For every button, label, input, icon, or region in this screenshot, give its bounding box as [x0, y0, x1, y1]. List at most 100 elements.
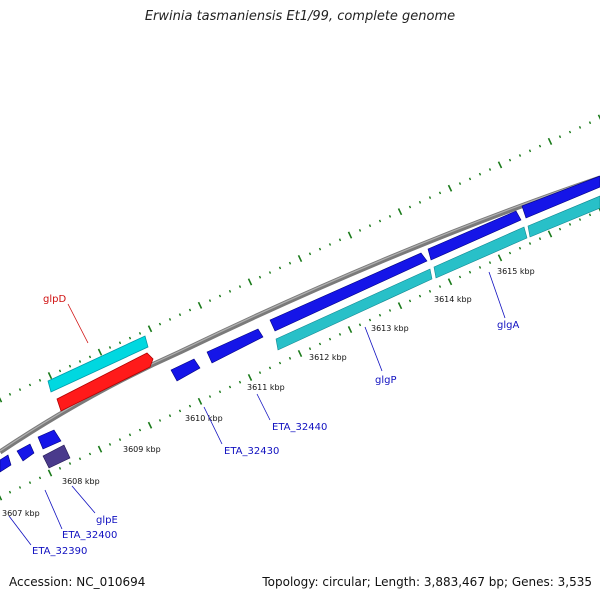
outer-scale-minor-tick — [458, 182, 462, 185]
inner-scale-major-tick — [147, 421, 153, 429]
tick-label-3610: 3610 kbp — [185, 414, 223, 423]
outer-scale-minor-tick — [328, 243, 332, 246]
inner-scale-minor-tick — [538, 237, 542, 241]
glga-gene-feature[interactable] — [433, 226, 528, 279]
gene-feature-right[interactable] — [527, 195, 600, 238]
eta-32440-label[interactable]: ETA_32440 — [272, 422, 327, 433]
outer-scale-minor-tick — [8, 392, 12, 396]
outer-scale-minor-tick — [378, 219, 382, 223]
outer-scale-minor-tick — [178, 313, 182, 317]
inner-scale-major-tick — [547, 230, 553, 238]
glpe-cds-feature[interactable] — [42, 444, 71, 469]
glgp-cds-feature[interactable] — [269, 252, 428, 332]
outer-scale-minor-tick — [418, 200, 422, 204]
inner-scale-minor-tick — [368, 318, 372, 322]
inner-scale-major-tick — [0, 495, 3, 501]
eta-32430-cds-feature[interactable] — [170, 358, 201, 382]
accession-text: Accession: NC_010694 — [9, 575, 146, 589]
inner-scale-major-tick — [47, 469, 53, 477]
inner-scale-minor-tick — [258, 371, 262, 375]
outer-scale-minor-tick — [468, 177, 472, 181]
outer-scale-minor-tick — [288, 261, 292, 265]
tick-label-3613: 3613 kbp — [371, 324, 409, 333]
cds-feature-right[interactable] — [521, 175, 600, 219]
topology-text: Topology: circular; Length: 3,883,467 bp… — [262, 575, 592, 589]
tick-label-3614: 3614 kbp — [434, 295, 472, 304]
outer-scale-minor-tick — [318, 247, 322, 251]
glgp-gene-feature[interactable] — [275, 268, 433, 351]
inner-scale-minor-tick — [188, 404, 192, 408]
tick-label-3615: 3615 kbp — [497, 267, 535, 276]
outer-scale-minor-tick — [388, 214, 392, 218]
inner-scale-minor-tick — [38, 476, 42, 480]
inner-scale-minor-tick — [178, 409, 182, 413]
tick-label-3609: 3609 kbp — [123, 445, 161, 454]
glga-label[interactable]: glgA — [497, 320, 519, 331]
outer-scale-major-tick — [497, 161, 503, 169]
eta-32390-label[interactable]: ETA_32390 — [32, 546, 87, 557]
outer-scale-minor-tick — [568, 130, 572, 134]
outer-scale-minor-tick — [88, 355, 92, 359]
inner-scale-minor-tick — [408, 299, 412, 303]
inner-scale-minor-tick — [528, 242, 532, 245]
genome-backbone — [0, 175, 600, 455]
inner-scale-minor-tick — [578, 218, 582, 221]
outer-scale-major-tick — [147, 325, 153, 333]
outer-scale-major-tick — [547, 137, 553, 145]
genome-backbone-highlight — [0, 176, 600, 452]
inner-scale-minor-tick — [138, 428, 142, 432]
eta-32390-cds-feature[interactable] — [16, 443, 35, 462]
eta-32440-cds-feature[interactable] — [206, 328, 264, 364]
inner-scale-minor-tick — [518, 246, 522, 250]
eta-32400-cds-feature[interactable] — [37, 429, 62, 450]
inner-scale-minor-tick — [58, 466, 62, 470]
inner-scale-minor-tick — [28, 481, 32, 485]
inner-scale-minor-tick — [228, 385, 232, 389]
eta-32400-label[interactable]: ETA_32400 — [62, 530, 117, 541]
outer-scale-minor-tick — [138, 332, 142, 335]
inner-scale-major-tick — [247, 373, 253, 381]
inner-scale-minor-tick — [338, 332, 342, 336]
inner-scale-major-tick — [197, 397, 203, 405]
inner-scale-minor-tick — [488, 261, 492, 264]
cds-feature-left-1[interactable] — [0, 454, 12, 473]
glga-cds-feature[interactable] — [427, 210, 522, 261]
inner-scale-minor-tick — [18, 486, 22, 489]
glpd-gene-feature[interactable] — [47, 335, 149, 393]
eta-32430-label[interactable]: ETA_32430 — [224, 446, 279, 457]
inner-scale-minor-tick — [558, 227, 562, 231]
glpd-label[interactable]: glpD — [43, 294, 66, 305]
outer-scale-minor-tick — [338, 238, 342, 242]
glgp-label[interactable]: glgP — [375, 375, 397, 386]
inner-scale-minor-tick — [8, 490, 12, 494]
outer-scale-minor-tick — [528, 149, 532, 153]
inner-scale-minor-tick — [588, 213, 592, 217]
glpd-cds-feature[interactable] — [56, 352, 154, 412]
outer-scale-minor-tick — [308, 252, 312, 256]
inner-scale-minor-tick — [78, 457, 82, 461]
outer-scale-major-tick — [0, 397, 3, 403]
outer-scale-major-tick — [197, 301, 203, 309]
inner-scale-major-tick — [497, 254, 503, 262]
inner-scale-minor-tick — [458, 275, 462, 279]
outer-scale-major-tick — [247, 278, 253, 286]
inner-scale-minor-tick — [268, 366, 272, 370]
inner-scale-minor-tick — [508, 251, 512, 255]
outer-scale-minor-tick — [508, 158, 512, 162]
outer-scale-major-tick — [397, 208, 403, 216]
outer-scale-minor-tick — [38, 378, 42, 382]
outer-scale-minor-tick — [238, 285, 242, 288]
outer-scale-major-tick — [97, 348, 103, 356]
eta-32440-leader-line — [256, 393, 271, 421]
outer-scale-minor-tick — [228, 289, 232, 293]
glpe-label[interactable]: glpE — [96, 515, 118, 526]
outer-scale-minor-tick — [488, 168, 492, 171]
outer-scale-major-tick — [347, 231, 353, 239]
outer-scale-minor-tick — [158, 322, 162, 326]
outer-scale-minor-tick — [438, 191, 442, 195]
outer-scale-major-tick — [597, 114, 600, 120]
tick-label-3608: 3608 kbp — [62, 477, 100, 486]
inner-scale-major-tick — [297, 349, 303, 358]
outer-scale-minor-tick — [168, 318, 172, 321]
